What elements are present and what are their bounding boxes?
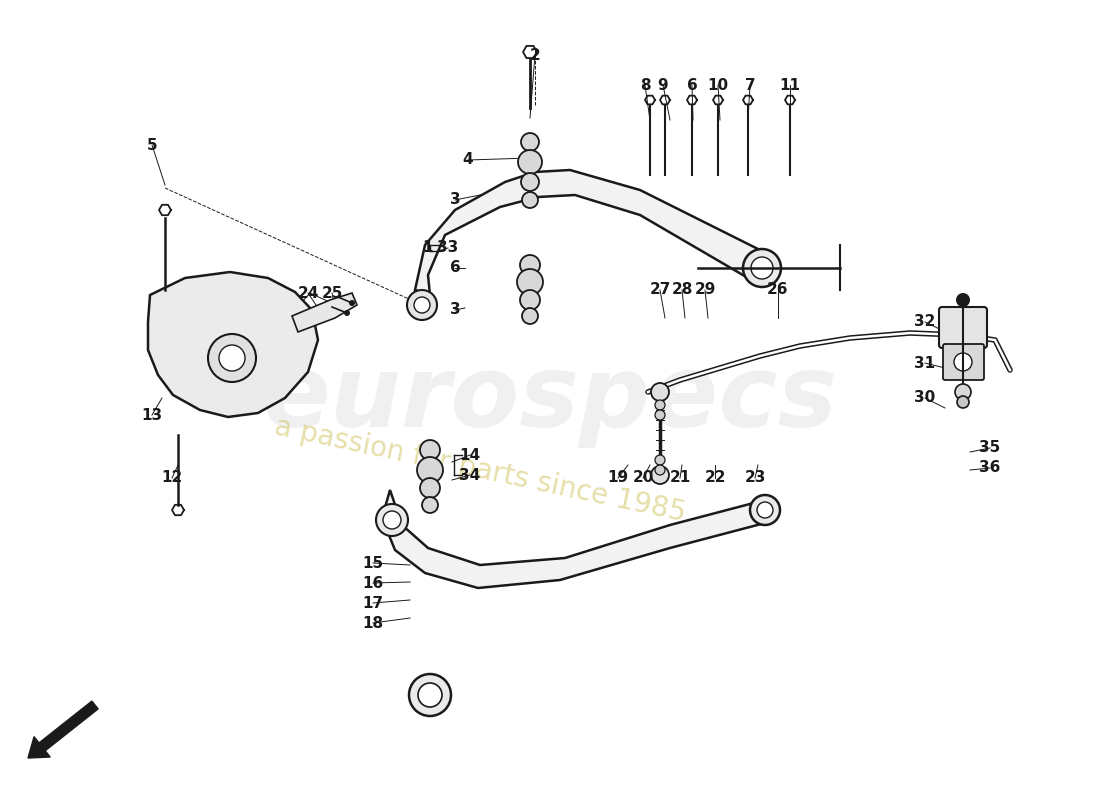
Circle shape	[414, 297, 430, 313]
Circle shape	[957, 396, 969, 408]
FancyBboxPatch shape	[943, 344, 984, 380]
Circle shape	[521, 133, 539, 151]
Text: 33: 33	[438, 241, 459, 255]
Text: 9: 9	[658, 78, 669, 93]
Text: 1: 1	[422, 241, 433, 255]
Text: 15: 15	[362, 555, 384, 570]
Circle shape	[518, 150, 542, 174]
Circle shape	[520, 290, 540, 310]
Text: 36: 36	[979, 461, 1001, 475]
Circle shape	[418, 683, 442, 707]
Text: 17: 17	[362, 595, 384, 610]
Circle shape	[651, 466, 669, 484]
Circle shape	[954, 353, 972, 371]
Text: 14: 14	[460, 447, 481, 462]
Circle shape	[422, 497, 438, 513]
Circle shape	[521, 173, 539, 191]
Circle shape	[955, 384, 971, 400]
Circle shape	[750, 495, 780, 525]
Circle shape	[349, 300, 355, 306]
Circle shape	[654, 410, 666, 420]
Circle shape	[344, 310, 350, 316]
Polygon shape	[382, 490, 764, 588]
Circle shape	[522, 192, 538, 208]
Text: 21: 21	[670, 470, 691, 486]
Circle shape	[420, 440, 440, 460]
Text: 8: 8	[640, 78, 650, 93]
Circle shape	[407, 290, 437, 320]
Circle shape	[409, 674, 451, 716]
Circle shape	[654, 465, 666, 475]
Text: 5: 5	[146, 138, 157, 153]
Text: 6: 6	[450, 261, 461, 275]
Text: 19: 19	[607, 470, 628, 486]
Polygon shape	[148, 272, 318, 417]
Text: 11: 11	[780, 78, 801, 93]
Circle shape	[742, 249, 781, 287]
Polygon shape	[415, 170, 768, 295]
Text: 16: 16	[362, 575, 384, 590]
Circle shape	[751, 257, 773, 279]
Circle shape	[757, 502, 773, 518]
Circle shape	[417, 457, 443, 483]
Text: 20: 20	[632, 470, 653, 486]
Text: 24: 24	[297, 286, 319, 301]
Text: 30: 30	[914, 390, 936, 406]
Text: a passion for parts since 1985: a passion for parts since 1985	[272, 413, 689, 527]
Text: 7: 7	[745, 78, 756, 93]
Text: 13: 13	[142, 407, 163, 422]
Text: 12: 12	[162, 470, 183, 486]
Circle shape	[956, 293, 970, 307]
Text: 18: 18	[362, 615, 384, 630]
Circle shape	[219, 345, 245, 371]
Text: 25: 25	[321, 286, 343, 301]
Text: 35: 35	[979, 441, 1001, 455]
FancyArrow shape	[28, 701, 98, 758]
Text: 3: 3	[450, 193, 460, 207]
Circle shape	[654, 455, 666, 465]
Text: eurospecs: eurospecs	[263, 351, 837, 449]
Circle shape	[654, 400, 666, 410]
Circle shape	[517, 269, 543, 295]
Text: 23: 23	[745, 470, 766, 486]
Polygon shape	[292, 293, 358, 332]
Text: 31: 31	[914, 355, 936, 370]
Text: 34: 34	[460, 467, 481, 482]
Text: 26: 26	[768, 282, 789, 298]
Circle shape	[520, 255, 540, 275]
Circle shape	[522, 308, 538, 324]
Text: 2: 2	[529, 47, 540, 62]
Text: 32: 32	[914, 314, 936, 330]
FancyBboxPatch shape	[939, 307, 987, 348]
Circle shape	[376, 504, 408, 536]
Text: 4: 4	[463, 153, 473, 167]
Text: 3: 3	[450, 302, 460, 318]
Text: 10: 10	[707, 78, 728, 93]
Circle shape	[383, 511, 402, 529]
Text: 22: 22	[704, 470, 726, 486]
Text: 29: 29	[694, 282, 716, 298]
Circle shape	[420, 478, 440, 498]
Circle shape	[208, 334, 256, 382]
Circle shape	[651, 383, 669, 401]
Text: 28: 28	[671, 282, 693, 298]
Text: 27: 27	[649, 282, 671, 298]
Text: 6: 6	[686, 78, 697, 93]
